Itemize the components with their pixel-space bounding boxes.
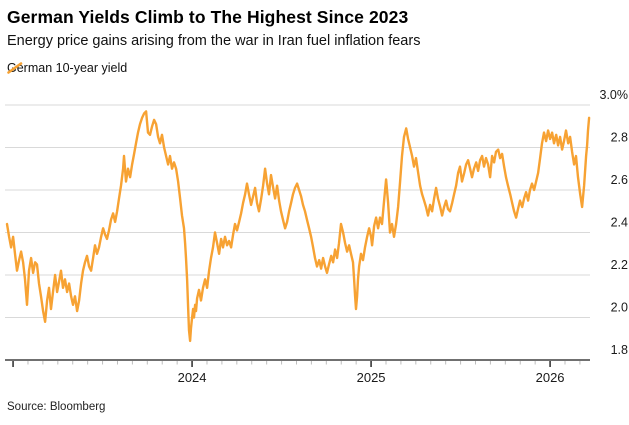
x-axis-label: 2024 [178,370,207,385]
y-axis-label: 2.6 [611,173,628,187]
chart-subtitle: Energy price gains arising from the war … [7,33,421,49]
chart-title: German Yields Climb to The Highest Since… [7,7,409,27]
yield-line-series [5,110,591,343]
legend: German 10-year yield [7,61,127,75]
y-axis-label: 1.8 [611,343,628,357]
legend-line-slash-icon [7,62,23,74]
source-attribution: Source: Bloomberg [7,401,106,413]
legend-series-label: German 10-year yield [7,61,128,75]
y-axis-label: 2.4 [611,216,628,230]
y-axis-label: 2.8 [611,131,628,145]
x-axis-label: 2025 [357,370,386,385]
y-axis-label: 3.0% [600,88,629,102]
x-axis-label: 2026 [536,370,565,385]
y-axis-label: 2.0 [611,301,628,315]
y-axis-label: 2.2 [611,258,628,272]
